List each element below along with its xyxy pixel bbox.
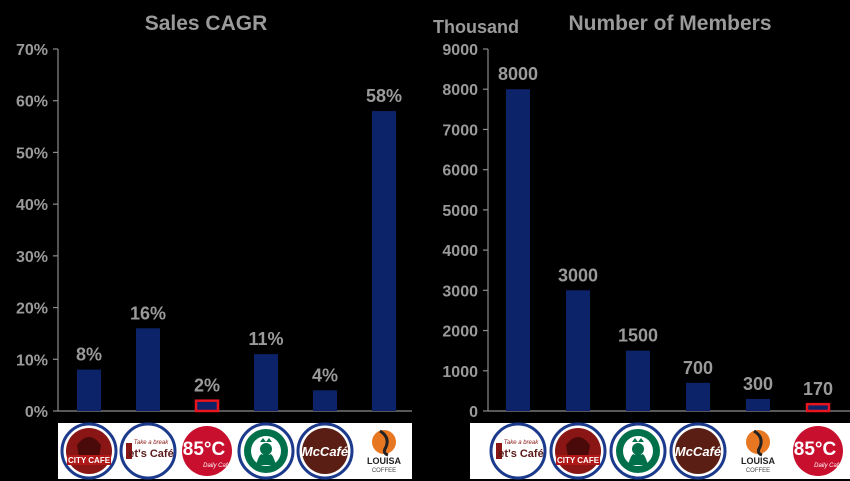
svg-text:Take a break: Take a break <box>504 440 539 446</box>
svg-text:COFFEE: COFFEE <box>746 468 770 474</box>
members-data-label: 1500 <box>618 326 658 346</box>
svg-text:85°C: 85°C <box>183 439 226 460</box>
sales-cagr-y-tick-label: 70% <box>16 42 48 59</box>
members-chart: Thousand Number of Members 0100020003000… <box>433 12 850 421</box>
members-data-label: 700 <box>683 358 713 378</box>
sales-cagr-data-label: 2% <box>194 376 220 396</box>
svg-text:LOUISA: LOUISA <box>367 456 402 466</box>
members-bar <box>506 89 530 411</box>
members-y-tick-label: 1000 <box>442 364 478 381</box>
svg-text:Take a break: Take a break <box>134 440 169 446</box>
sales-cagr-data-label: 58% <box>366 86 402 106</box>
members-y-tick-label: 4000 <box>442 243 478 260</box>
c85-logo-icon: 85°C Daily Café <box>791 424 845 478</box>
members-data-label: 300 <box>743 374 773 394</box>
sales-cagr-chart: Sales CAGR 0% 10% 20% 30% 40% 50% 60% 70% 8% 16%… <box>16 12 412 421</box>
starbucks-logo-icon <box>609 422 667 480</box>
members-bars: 8000 3000 1500 700 300 170 <box>498 64 833 413</box>
members-y-tick-label: 2000 <box>442 324 478 341</box>
sales-cagr-bars: 8% 16% 2% 11% 4% 58% <box>76 86 402 413</box>
sales-cagr-y-tick-label: 50% <box>16 145 48 162</box>
sales-cagr-title: Sales CAGR <box>145 12 268 35</box>
members-y-tick-label: 6000 <box>442 163 478 180</box>
members-y-tick-label: 0 <box>469 404 478 421</box>
members-y-tick-label: 8000 <box>442 82 478 99</box>
mccafe-logo-icon: McCafé <box>669 422 727 480</box>
members-y-tick-label: 3000 <box>442 283 478 300</box>
members-bar-highlighted <box>805 402 831 413</box>
sales-cagr-y-tick-label: 10% <box>16 352 48 369</box>
members-bar <box>626 350 650 411</box>
lets-cafe-logo-icon: Take a break et's Café <box>489 422 547 480</box>
sales-cagr-bar <box>136 328 160 411</box>
members-y-tick-label: 5000 <box>442 203 478 220</box>
starbucks-logo-icon <box>237 422 295 480</box>
sales-cagr-data-label: 16% <box>130 303 166 323</box>
city-cafe-logo-icon: CITY CAFE <box>549 422 607 480</box>
svg-text:McCafé: McCafé <box>675 444 721 459</box>
louisa-logo-icon: LOUISA COFFEE <box>357 424 411 478</box>
svg-text:McCafé: McCafé <box>302 444 348 459</box>
sales-cagr-data-label: 4% <box>312 365 338 385</box>
sales-cagr-data-label: 11% <box>248 329 283 349</box>
sales-cagr-bar <box>372 111 396 412</box>
sales-cagr-bar-highlighted <box>194 399 220 413</box>
mccafe-logo-icon: McCafé <box>296 422 354 480</box>
members-bar <box>686 382 710 411</box>
members-bar <box>746 398 770 411</box>
sales-cagr-bar <box>313 390 337 411</box>
sales-cagr-y-tick-label: 40% <box>16 197 48 214</box>
sales-cagr-y-tick-label: 30% <box>16 249 48 266</box>
brand-logo-strip: CITY CAFE Take a break et's Café 85°C Daily … <box>58 422 850 480</box>
svg-text:LOUISA: LOUISA <box>741 456 776 466</box>
members-y-tick-label: 9000 <box>442 42 478 59</box>
members-bar <box>566 290 590 411</box>
members-data-label: 8000 <box>498 64 538 84</box>
members-title: Number of Members <box>568 12 771 35</box>
sales-cagr-y-tick-label: 60% <box>16 94 48 111</box>
lets-cafe-logo-icon: Take a break et's Café <box>119 422 177 480</box>
sales-cagr-bar <box>254 354 278 411</box>
sales-cagr-data-label: 8% <box>76 345 102 365</box>
sales-cagr-y-tick-label: 0% <box>25 404 48 421</box>
svg-text:CITY CAFE: CITY CAFE <box>557 456 600 465</box>
svg-text:CITY CAFE: CITY CAFE <box>68 456 111 465</box>
c85-logo-icon: 85°C Daily Café <box>180 424 234 478</box>
svg-text:COFFEE: COFFEE <box>372 468 396 474</box>
city-cafe-logo-icon: CITY CAFE <box>60 422 118 480</box>
svg-text:Daily Café: Daily Café <box>203 463 231 469</box>
sales-cagr-y-axis: 0% 10% 20% 30% 40% 50% 60% 70% <box>16 42 58 421</box>
members-y-tick-label: 7000 <box>442 122 478 139</box>
svg-text:et's Café: et's Café <box>128 448 173 460</box>
svg-text:85°C: 85°C <box>794 439 837 460</box>
members-data-label: 170 <box>803 379 833 399</box>
members-unit-label: Thousand <box>433 17 519 37</box>
svg-text:Daily Café: Daily Café <box>814 463 842 469</box>
members-y-axis: 0 1000 2000 3000 4000 5000 6000 7000 8000 9000 <box>442 42 488 421</box>
svg-text:et's Café: et's Café <box>498 448 543 460</box>
louisa-logo-icon: LOUISA COFFEE <box>731 424 785 478</box>
sales-cagr-y-tick-label: 20% <box>16 301 48 318</box>
members-data-label: 3000 <box>558 265 598 285</box>
sales-cagr-bar <box>77 369 101 411</box>
